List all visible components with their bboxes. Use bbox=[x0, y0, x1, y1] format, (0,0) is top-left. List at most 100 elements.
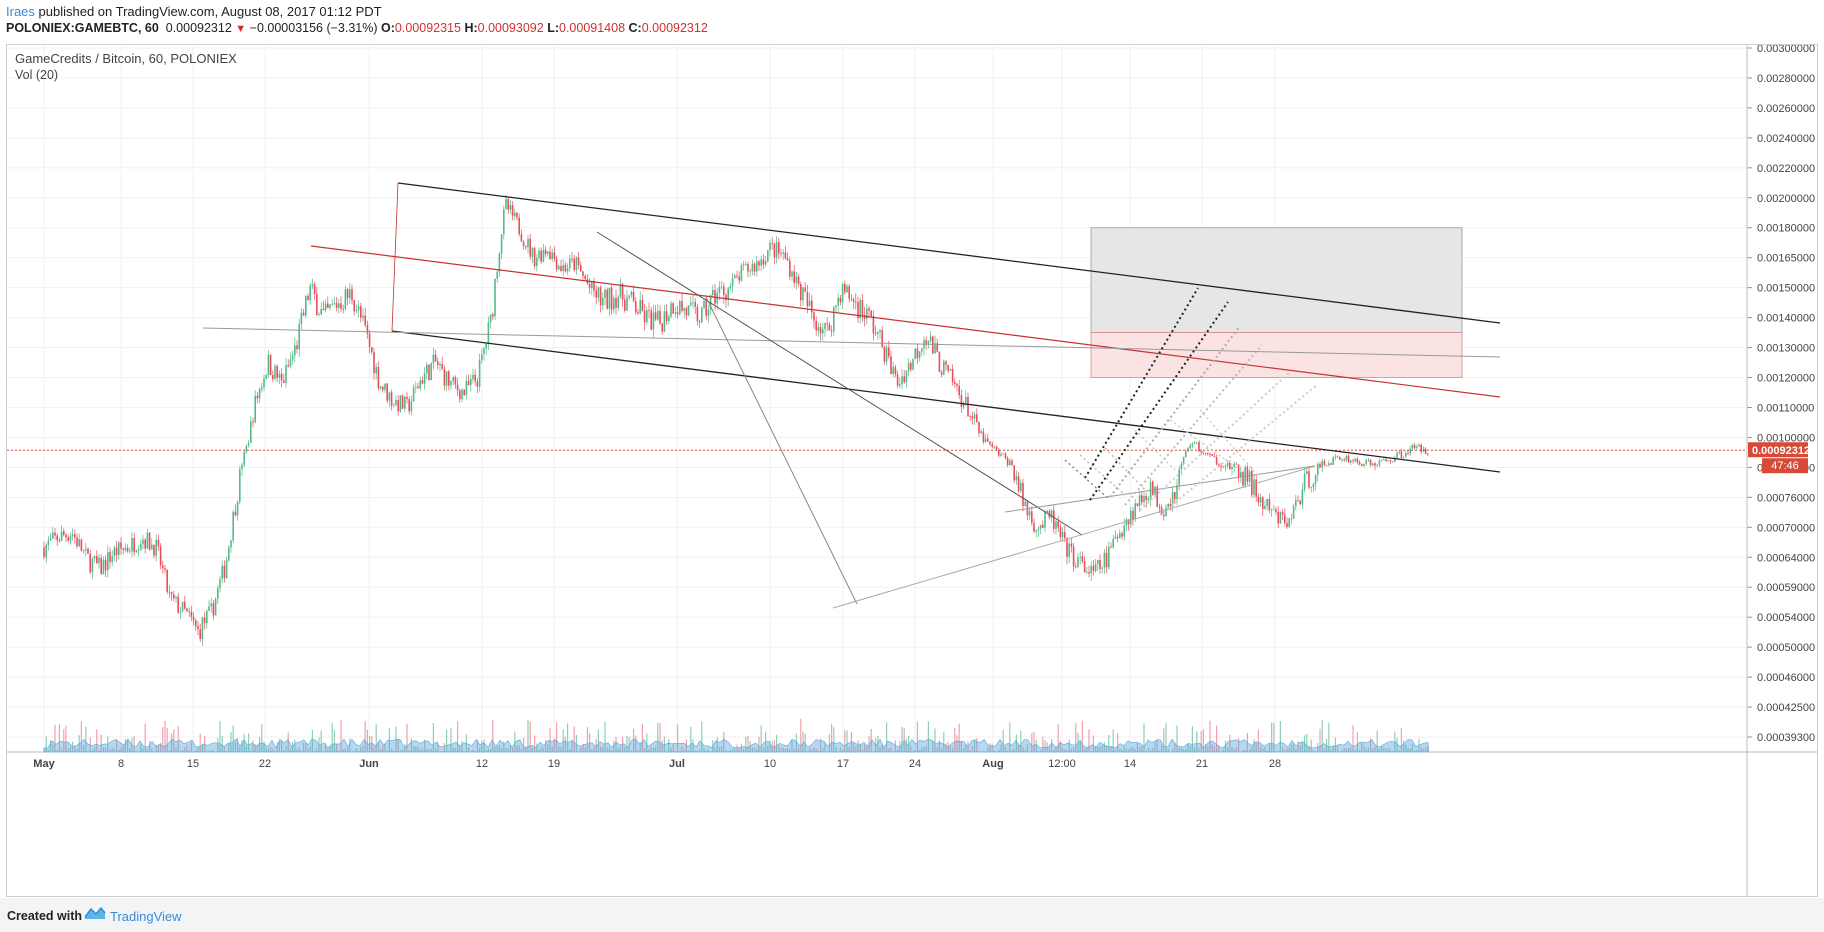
volume-bar bbox=[756, 748, 758, 752]
volume-bar bbox=[366, 729, 368, 752]
candle-body bbox=[676, 312, 679, 315]
volume-bar bbox=[267, 748, 269, 752]
volume-bar bbox=[839, 747, 841, 752]
volume-bar bbox=[659, 723, 661, 752]
candle-body bbox=[1310, 487, 1312, 488]
volume-bar bbox=[853, 743, 855, 752]
volume-bar bbox=[1084, 748, 1086, 752]
volume-bar bbox=[573, 726, 575, 752]
candle-body bbox=[47, 540, 50, 546]
candle-body bbox=[951, 369, 954, 383]
candle-body bbox=[472, 374, 474, 380]
candle-body bbox=[1022, 482, 1024, 507]
volume-bar bbox=[613, 740, 615, 752]
candle-body bbox=[461, 389, 463, 400]
volume-bar bbox=[465, 734, 467, 752]
volume-bar bbox=[406, 723, 408, 752]
candle-body bbox=[1363, 463, 1365, 467]
tradingview-link[interactable]: TradingView bbox=[110, 909, 182, 924]
volume-bar bbox=[941, 748, 943, 752]
price-chart[interactable]: 0.00300000 0.00280000 0.00260000 0.00240000… bbox=[7, 45, 1817, 896]
candle-body bbox=[375, 367, 377, 374]
candle-body bbox=[819, 327, 822, 334]
projection-arrow bbox=[1109, 325, 1241, 498]
candle-body bbox=[137, 549, 140, 551]
volume-bar bbox=[982, 751, 984, 752]
volume-bar bbox=[952, 747, 954, 752]
volume-bar bbox=[410, 738, 412, 752]
volume-bar bbox=[1271, 722, 1273, 752]
candle-body bbox=[536, 257, 538, 267]
candle-body bbox=[1046, 511, 1048, 512]
candle-body bbox=[753, 263, 756, 272]
volume-bar bbox=[1037, 751, 1039, 752]
volume-bar bbox=[921, 747, 923, 752]
candle-body bbox=[690, 302, 692, 306]
candle-body bbox=[1301, 489, 1304, 505]
publish-info: Iraes published on TradingView.com, Augu… bbox=[6, 4, 382, 19]
candle-body bbox=[437, 361, 439, 366]
volume-bar bbox=[784, 748, 786, 752]
chart-area[interactable]: 0.00300000 0.00280000 0.00260000 0.00240000… bbox=[6, 44, 1818, 897]
volume-bar bbox=[1363, 746, 1365, 752]
candle-body bbox=[85, 548, 87, 551]
time-axis[interactable]: May 8 15 22 Jun 12 19 Jul 10 17 24 Aug 12:00 14 21 28 bbox=[33, 758, 1281, 770]
candle-body bbox=[960, 395, 963, 407]
candle-body bbox=[903, 376, 905, 383]
volume-bar bbox=[989, 743, 991, 752]
candle-body bbox=[1361, 464, 1363, 467]
volume-bar bbox=[1350, 747, 1352, 752]
y-tick-label: 0.00042500 bbox=[1757, 702, 1815, 714]
candle-body bbox=[384, 383, 386, 390]
candle-body bbox=[921, 348, 923, 352]
volume-bar bbox=[971, 745, 973, 752]
volume-bar bbox=[542, 747, 544, 752]
candle-body bbox=[1255, 479, 1257, 497]
volume-bar bbox=[879, 747, 881, 752]
y-tick-label: 0.00140000 bbox=[1757, 313, 1815, 325]
candle-body bbox=[965, 396, 967, 404]
price-axis[interactable]: 0.00300000 0.00280000 0.00260000 0.00240000… bbox=[1747, 45, 1815, 744]
volume-bar bbox=[1354, 749, 1356, 752]
volume-bar bbox=[978, 750, 980, 752]
volume-bar bbox=[993, 750, 995, 752]
volume-bar bbox=[470, 751, 472, 752]
candle-body bbox=[1097, 559, 1099, 565]
volume-bar bbox=[195, 750, 197, 752]
candle-body bbox=[703, 301, 705, 308]
volume-bar bbox=[1172, 748, 1174, 752]
volume-bar bbox=[494, 746, 496, 752]
candle-body bbox=[1103, 552, 1106, 568]
volume-bar bbox=[1013, 748, 1015, 752]
volume-bar bbox=[1297, 741, 1299, 752]
volume-bar bbox=[1147, 747, 1149, 752]
candle-body bbox=[1413, 444, 1416, 448]
volume-bar bbox=[857, 740, 859, 752]
volume-bar bbox=[239, 747, 241, 752]
candle-body bbox=[406, 396, 408, 399]
volume-bar bbox=[597, 729, 599, 752]
volume-bar bbox=[692, 739, 694, 752]
volume-bar bbox=[1229, 735, 1231, 752]
volume-bar bbox=[351, 751, 353, 752]
volume-bar bbox=[1000, 744, 1002, 752]
volume-bar bbox=[828, 734, 830, 752]
tradingview-logo-icon[interactable] bbox=[84, 905, 106, 921]
candle-body bbox=[725, 294, 727, 300]
volume-bar bbox=[76, 748, 78, 752]
volume-bar bbox=[208, 750, 210, 752]
candle-body bbox=[518, 217, 520, 235]
candle-body bbox=[197, 626, 199, 630]
volume-bar bbox=[1121, 749, 1123, 752]
candle-body bbox=[613, 298, 615, 310]
candle-body bbox=[668, 316, 670, 322]
candle-body bbox=[1180, 463, 1183, 470]
volume-bar bbox=[679, 750, 681, 752]
author-link[interactable]: Iraes bbox=[6, 4, 35, 19]
candle-body bbox=[492, 314, 494, 317]
candle-body bbox=[692, 302, 694, 304]
last-price: 0.00092312 bbox=[165, 21, 232, 35]
volume-bar bbox=[905, 738, 907, 752]
volume-bar bbox=[604, 721, 606, 752]
volume-bar bbox=[349, 738, 351, 752]
